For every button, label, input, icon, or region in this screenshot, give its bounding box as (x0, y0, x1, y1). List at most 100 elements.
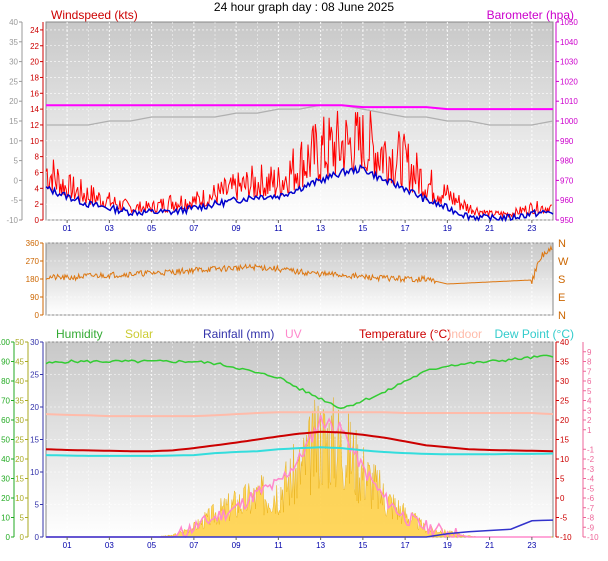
wind-baro-panel: -10-505101520253035400246810121416182022… (6, 8, 578, 233)
x-tick-label: 15 (358, 541, 367, 550)
x-tick-label: 01 (63, 224, 72, 233)
temperature-y-axis-tick-label: 40 (560, 338, 569, 347)
barometer-y-axis-tick-label: 980 (560, 157, 574, 166)
solar-y-axis-tick-label: 30 (15, 416, 24, 425)
humidity-y-axis-tick-label: 30 (1, 475, 10, 484)
x-tick-label: 11 (274, 224, 283, 233)
uv-y-axis-tick-label: 8 (587, 358, 592, 367)
solar-y-axis-tick-label: 35 (15, 397, 24, 406)
rain-y-axis-tick-label: 30 (30, 338, 39, 347)
windspeed-y-axis-tick-label: 16 (30, 89, 39, 98)
outer-y-axis-tick-label: -5 (11, 196, 19, 205)
uv-y-axis-tick-label: -2 (587, 455, 595, 464)
outer-y-axis-tick-label: 20 (9, 97, 18, 106)
barometer-axis-label: Barometer (hpa) (487, 8, 574, 22)
x-tick-label: 03 (105, 224, 114, 233)
uv-y-axis-tick-label: -4 (587, 475, 595, 484)
barometer-y-axis-tick-label: 1020 (560, 77, 578, 86)
x-tick-label: 07 (189, 541, 198, 550)
compass-label: S (558, 274, 565, 286)
uv-y-axis-tick-label: -9 (587, 523, 595, 532)
humidity-y-axis-tick-label: 10 (1, 514, 10, 523)
x-tick-label: 21 (485, 541, 494, 550)
uv-y-axis-tick-label: 7 (587, 367, 592, 376)
x-tick-label: 13 (316, 224, 325, 233)
windspeed-y-axis-tick-label: 22 (30, 42, 39, 51)
humidity-y-axis-tick-label: 40 (1, 455, 10, 464)
uv-y-axis-tick-label: 3 (587, 406, 592, 415)
x-tick-label: 15 (358, 224, 367, 233)
barometer-y-axis-tick-label: 1030 (560, 58, 578, 67)
indoor-label: Indoor (448, 327, 482, 341)
humidity-y-axis-tick-label: 50 (1, 436, 10, 445)
gray-series-line (46, 104, 554, 126)
uv-label: UV (285, 327, 302, 341)
direction-y-axis-tick-label: 180 (26, 275, 40, 284)
compass-label: E (558, 292, 565, 304)
x-tick-label: 01 (63, 541, 72, 550)
rain-y-axis-tick-label: 5 (35, 501, 40, 510)
uv-y-axis-tick-label: 6 (587, 377, 592, 386)
temperature-y-axis-tick-label: -10 (560, 533, 572, 542)
rainfall-line (46, 519, 554, 538)
x-tick-label: 09 (232, 224, 241, 233)
barometer-y-axis-tick-label: 990 (560, 137, 574, 146)
windspeed-y-axis-tick-label: 8 (35, 153, 40, 162)
humidity-y-axis-tick-label: 90 (1, 358, 10, 367)
solar-y-axis-tick-label: 45 (15, 358, 24, 367)
solar-label: Solar (125, 327, 153, 341)
windspeed-y-axis-tick-label: 12 (30, 121, 39, 130)
solar-y-axis-tick-label: 0 (20, 533, 25, 542)
barometer-y-axis-tick-label: 950 (560, 216, 574, 225)
direction-y-axis-tick-label: 360 (26, 239, 40, 248)
humidity-y-axis-tick-label: 0 (6, 533, 11, 542)
x-tick-label: 17 (401, 541, 410, 550)
direction-y-axis-tick-label: 90 (30, 293, 39, 302)
x-tick-label: 09 (232, 541, 241, 550)
direction-y-axis-tick-label: 270 (26, 257, 40, 266)
temperature-y-axis-tick-label: 20 (560, 416, 569, 425)
uv-y-axis-tick-label: -1 (587, 445, 595, 454)
x-tick-label: 05 (147, 224, 156, 233)
windspeed-y-axis-tick-label: 6 (35, 168, 40, 177)
compass-label: N (558, 310, 566, 322)
indoor-line (45, 411, 554, 418)
temperature-y-axis-tick-label: 30 (560, 377, 569, 386)
solar-y-axis-tick-label: 20 (15, 455, 24, 464)
barometer-y-axis-tick-label: 1050 (560, 18, 578, 27)
outer-y-axis-tick-label: 5 (14, 157, 19, 166)
outer-y-axis-tick-label: 0 (14, 176, 19, 185)
humidity-y-axis-tick-label: 100 (0, 338, 11, 347)
x-tick-label: 13 (316, 541, 325, 550)
rain-y-axis-tick-label: 25 (30, 371, 39, 380)
solar-y-axis-tick-label: 15 (15, 475, 24, 484)
windspeed-y-axis-tick-label: 18 (30, 73, 39, 82)
temperature-y-axis-tick-label: -5 (560, 514, 568, 523)
wind-direction-line (45, 244, 553, 285)
x-tick-label: 23 (527, 541, 536, 550)
dewpoint-label: Dew Point (°C) (495, 327, 574, 341)
uv-y-axis-tick-label: -7 (587, 504, 595, 513)
x-tick-label: 23 (527, 224, 536, 233)
x-tick-label: 11 (274, 541, 283, 550)
barometer-y-axis-tick-label: 1010 (560, 97, 578, 106)
windspeed-y-axis-tick-label: 2 (35, 200, 40, 209)
compass-label: W (558, 256, 569, 268)
temperature-y-axis-tick-label: 0 (560, 494, 565, 503)
windspeed-y-axis-tick-label: 0 (35, 216, 40, 225)
temperature-label: Temperature (°C) (359, 327, 451, 341)
rain-y-axis-tick-label: 10 (30, 468, 39, 477)
rainfall-label: Rainfall (mm) (203, 327, 274, 341)
windspeed-y-axis-tick-label: 10 (30, 137, 39, 146)
uv-y-axis-tick-label: 1 (587, 426, 592, 435)
x-tick-label: 19 (443, 541, 452, 550)
windspeed-y-axis-tick-label: 20 (30, 58, 39, 67)
uv-y-axis-tick-label: 9 (587, 348, 592, 357)
temperature-y-axis-tick-label: 5 (560, 475, 565, 484)
barometer-y-axis-tick-label: 1000 (560, 117, 578, 126)
rain-y-axis-tick-label: 15 (30, 436, 39, 445)
humidity-y-axis-tick-label: 20 (1, 494, 10, 503)
windspeed-y-axis-tick-label: 14 (30, 105, 39, 114)
temperature-y-axis-tick-label: 10 (560, 455, 569, 464)
direction-y-axis-tick-label: 0 (35, 311, 40, 320)
